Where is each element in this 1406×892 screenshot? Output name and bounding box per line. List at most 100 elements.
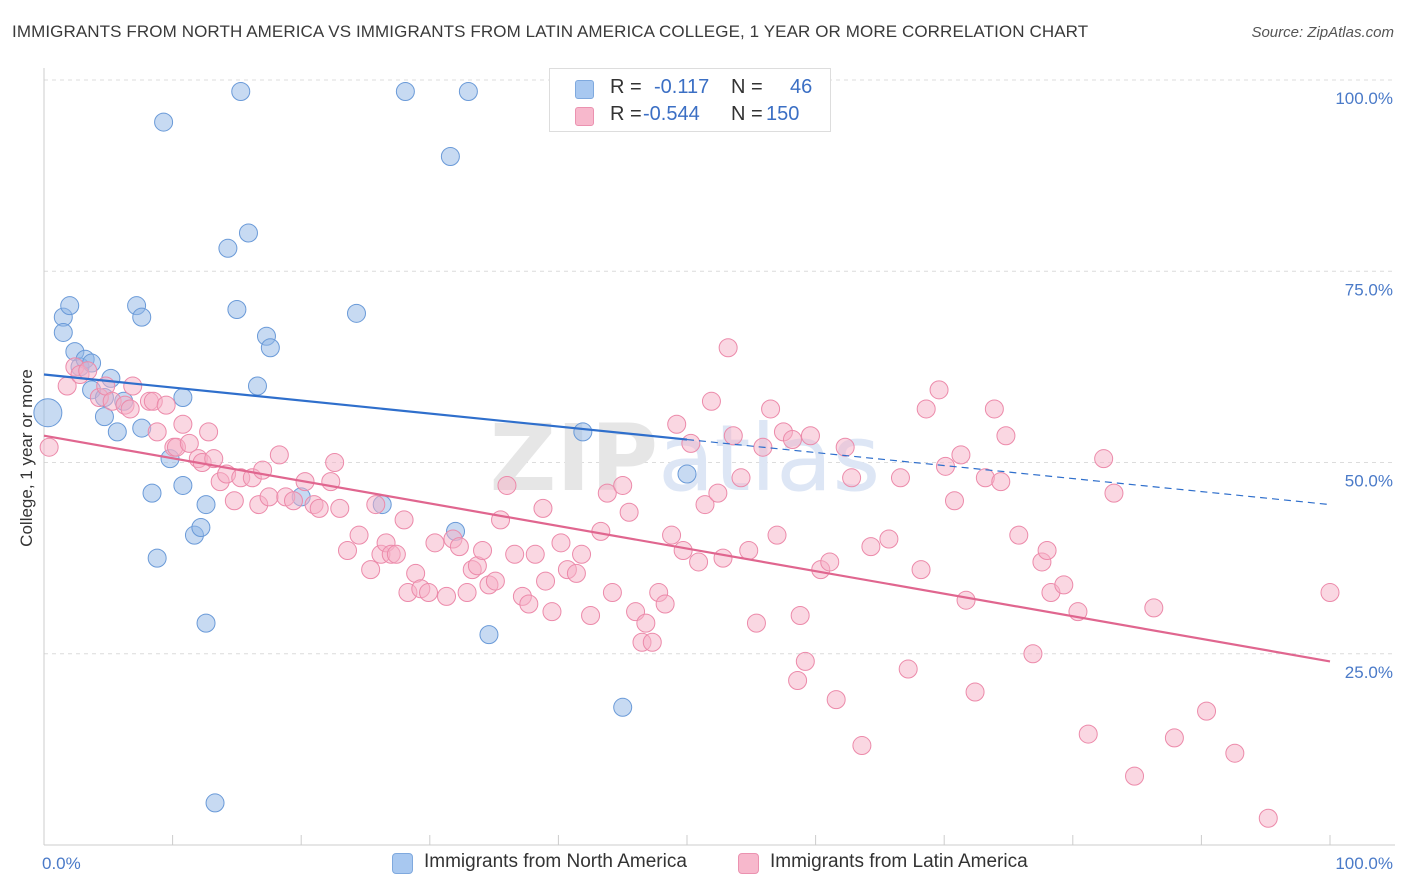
point-latin-america xyxy=(199,422,219,442)
point-latin-america xyxy=(1125,766,1145,786)
point-latin-america xyxy=(708,483,728,503)
point-latin-america xyxy=(581,606,601,625)
point-latin-america xyxy=(1320,583,1340,603)
point-latin-america xyxy=(991,472,1011,492)
point-latin-america xyxy=(551,533,571,553)
point-latin-america xyxy=(613,475,633,495)
point-latin-america xyxy=(655,594,675,614)
legend-row-north-america: R = -0.117 N = 46 xyxy=(550,75,830,101)
point-latin-america xyxy=(782,430,802,450)
point-latin-america xyxy=(916,399,936,419)
point-latin-america xyxy=(795,651,815,671)
y-tick-label: 25.0% xyxy=(1345,663,1393,682)
point-latin-america xyxy=(944,491,964,511)
point-latin-america xyxy=(394,510,414,530)
point-north-america xyxy=(573,422,593,442)
legend-r-value: -0.544 xyxy=(643,103,700,125)
point-latin-america xyxy=(673,540,693,560)
watermark: ZIPatlas xyxy=(490,405,881,512)
point-latin-america xyxy=(39,437,59,457)
point-latin-america xyxy=(123,376,143,396)
point-latin-america xyxy=(572,544,592,564)
point-latin-america xyxy=(739,540,759,560)
point-north-america xyxy=(196,495,216,515)
point-latin-america xyxy=(1197,701,1217,721)
point-latin-america xyxy=(689,552,709,572)
x-tick-label: 100.0% xyxy=(1335,854,1393,873)
point-latin-america xyxy=(536,571,556,591)
point-latin-america xyxy=(731,468,751,488)
trend-lines xyxy=(43,373,1331,663)
point-latin-america xyxy=(861,537,881,557)
point-latin-america xyxy=(473,540,493,560)
point-latin-america xyxy=(929,380,949,400)
point-latin-america xyxy=(309,498,329,518)
point-latin-america xyxy=(120,399,140,419)
point-north-america xyxy=(260,338,280,358)
y-tick-labels: 100.0% 75.0% 50.0% 25.0% xyxy=(1335,89,1393,682)
point-latin-america xyxy=(156,395,176,415)
point-latin-america xyxy=(681,433,701,453)
point-north-america xyxy=(33,398,63,428)
legend-n-label: N = xyxy=(731,103,763,125)
y-tick-label: 75.0% xyxy=(1345,280,1393,299)
point-latin-america xyxy=(269,445,289,465)
point-latin-america xyxy=(826,690,846,710)
point-north-america xyxy=(191,518,211,538)
point-latin-america xyxy=(519,594,539,614)
point-north-america xyxy=(227,300,247,319)
point-north-america xyxy=(60,296,80,316)
point-latin-america xyxy=(951,445,971,465)
point-north-america xyxy=(142,483,162,503)
point-latin-america xyxy=(419,583,439,603)
point-latin-america xyxy=(790,606,810,625)
point-north-america xyxy=(53,322,73,342)
legend-r-label: R = xyxy=(610,103,642,125)
point-latin-america xyxy=(898,659,918,679)
point-latin-america xyxy=(996,426,1016,446)
legend-swatch-latin-america xyxy=(575,107,594,126)
gridlines xyxy=(44,79,1395,655)
trend-line-north-america xyxy=(43,373,688,441)
point-latin-america xyxy=(636,613,656,633)
point-latin-america xyxy=(366,495,386,515)
point-latin-america xyxy=(1054,575,1074,595)
point-north-america xyxy=(205,793,225,813)
point-latin-america xyxy=(542,602,562,622)
legend-n-value: 46 xyxy=(790,76,813,98)
point-north-america xyxy=(238,223,258,243)
point-latin-america xyxy=(437,586,457,606)
point-latin-america xyxy=(179,433,199,453)
legend-n-value: 150 xyxy=(766,103,800,125)
point-latin-america xyxy=(497,475,517,495)
point-north-america xyxy=(147,548,167,568)
point-latin-america xyxy=(879,529,899,549)
point-latin-america xyxy=(349,525,369,545)
trend-line-latin-america xyxy=(43,434,1331,663)
point-latin-america xyxy=(259,487,279,507)
point-latin-america xyxy=(224,491,244,511)
point-latin-america xyxy=(425,533,445,553)
point-north-america xyxy=(247,376,267,396)
point-latin-america xyxy=(505,544,525,564)
point-latin-america xyxy=(485,571,505,591)
point-latin-america xyxy=(253,460,273,480)
point-north-america xyxy=(231,81,251,101)
point-latin-america xyxy=(491,510,511,530)
y-tick-label: 100.0% xyxy=(1335,89,1393,108)
point-north-america xyxy=(440,147,460,166)
point-latin-america xyxy=(667,414,687,434)
point-latin-america xyxy=(449,537,469,557)
point-latin-america xyxy=(1164,728,1184,748)
point-latin-america xyxy=(525,544,545,564)
point-north-america xyxy=(395,81,415,101)
point-latin-america xyxy=(147,422,167,442)
point-latin-america xyxy=(597,483,617,503)
point-latin-america xyxy=(956,590,976,610)
axes xyxy=(43,68,1395,846)
y-tick-label: 50.0% xyxy=(1345,472,1393,491)
legend-swatch-north-america xyxy=(392,853,413,874)
point-north-america xyxy=(677,464,697,484)
watermark-atlas: atlas xyxy=(658,405,880,512)
